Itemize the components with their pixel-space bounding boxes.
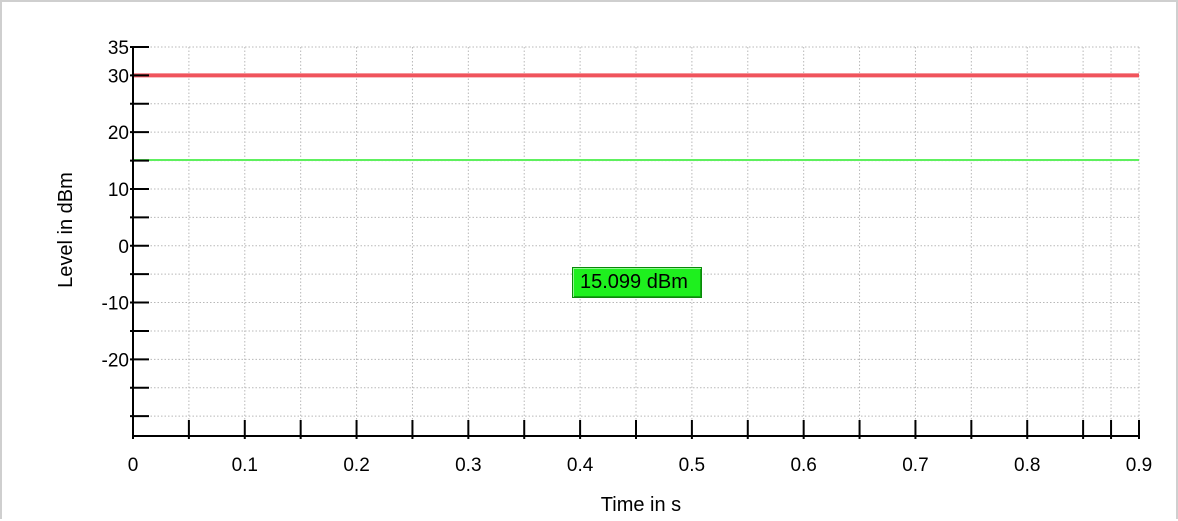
y-tick-label: 0 <box>118 237 129 258</box>
x-tick-label: 0.4 <box>567 455 594 476</box>
x-tick-label: 0.5 <box>679 455 705 476</box>
y-tick-label: 30 <box>108 66 129 87</box>
y-axis-title: Level in dBm <box>55 172 77 288</box>
series <box>133 73 1139 162</box>
y-tick-label: -10 <box>102 294 129 315</box>
y-tick-label: 10 <box>108 180 129 201</box>
y-tick-label: 35 <box>108 38 129 59</box>
tick-labels: 35 30 20 10 0 -10 -20 0 0.1 0.2 0.3 0.4 0.5 0.6 0.7 0.8… <box>102 38 1153 476</box>
x-tick-label: 0.2 <box>343 455 369 476</box>
x-tick-label: 0.7 <box>902 455 928 476</box>
axes <box>130 46 1140 439</box>
x-tick-label: 0 <box>128 455 139 476</box>
level-readout-value: 15.099 dBm <box>580 271 688 293</box>
level-readout-marker[interactable]: 15.099 dBm <box>572 267 702 298</box>
y-tick-label: 20 <box>108 123 129 144</box>
x-tick-label: 0.9 <box>1126 455 1152 476</box>
x-axis-title: Time in s <box>601 494 681 516</box>
x-tick-label: 0.6 <box>790 455 816 476</box>
x-tick-label: 0.8 <box>1014 455 1040 476</box>
y-tick-label: -20 <box>102 350 129 371</box>
x-tick-label: 0.3 <box>455 455 481 476</box>
x-tick-label: 0.1 <box>232 455 258 476</box>
grid <box>132 46 1140 436</box>
